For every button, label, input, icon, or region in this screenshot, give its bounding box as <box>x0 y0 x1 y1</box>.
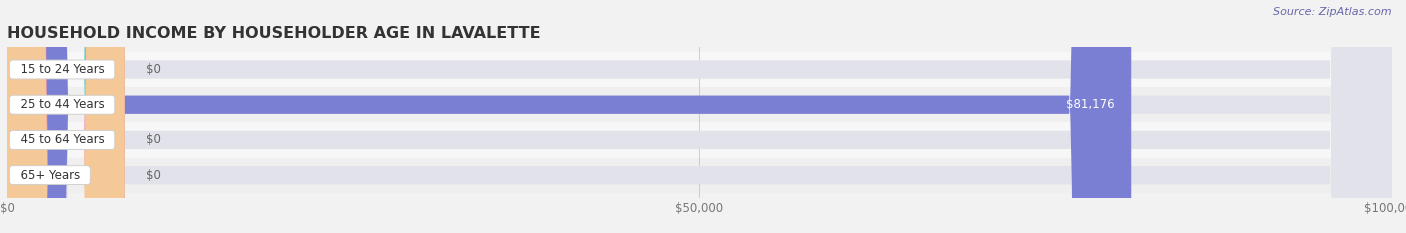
FancyBboxPatch shape <box>7 0 1392 233</box>
FancyBboxPatch shape <box>7 0 1392 233</box>
FancyBboxPatch shape <box>7 0 125 233</box>
Text: 65+ Years: 65+ Years <box>13 169 87 182</box>
Bar <box>7 87 1392 122</box>
FancyBboxPatch shape <box>7 0 125 233</box>
FancyBboxPatch shape <box>7 0 1132 233</box>
Text: $81,176: $81,176 <box>1066 98 1115 111</box>
Text: 25 to 44 Years: 25 to 44 Years <box>13 98 112 111</box>
Text: $0: $0 <box>146 63 160 76</box>
FancyBboxPatch shape <box>7 0 1392 233</box>
FancyBboxPatch shape <box>7 0 125 233</box>
Text: 45 to 64 Years: 45 to 64 Years <box>13 134 112 146</box>
Text: Source: ZipAtlas.com: Source: ZipAtlas.com <box>1274 7 1392 17</box>
Text: $0: $0 <box>146 169 160 182</box>
Text: 15 to 24 Years: 15 to 24 Years <box>13 63 112 76</box>
Text: $0: $0 <box>146 134 160 146</box>
Bar <box>7 158 1392 193</box>
Text: HOUSEHOLD INCOME BY HOUSEHOLDER AGE IN LAVALETTE: HOUSEHOLD INCOME BY HOUSEHOLDER AGE IN L… <box>7 26 541 41</box>
Bar <box>7 122 1392 158</box>
FancyBboxPatch shape <box>7 0 1392 233</box>
Bar <box>7 52 1392 87</box>
